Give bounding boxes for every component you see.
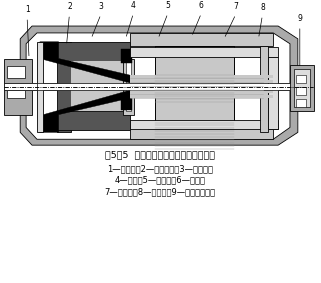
Bar [37, 42, 43, 132]
Bar [296, 99, 306, 107]
Bar [130, 33, 273, 46]
Bar [130, 127, 273, 139]
Bar [155, 46, 234, 75]
Bar [130, 47, 278, 57]
Text: 8: 8 [260, 3, 265, 12]
Bar [130, 75, 264, 98]
Bar [71, 61, 126, 111]
Bar [296, 87, 306, 95]
Bar [260, 46, 268, 132]
Text: 7—动线圈；8—弹簧片；9—引出线接头。: 7—动线圈；8—弹簧片；9—引出线接头。 [104, 188, 216, 196]
Bar [290, 65, 314, 111]
Text: 4—支架；5—连接杆；6—外壳；: 4—支架；5—连接杆；6—外壳； [115, 176, 205, 185]
Text: 7: 7 [233, 2, 238, 11]
Polygon shape [20, 26, 298, 145]
Text: 3: 3 [99, 2, 103, 11]
Bar [4, 83, 290, 90]
Bar [155, 93, 234, 123]
Bar [135, 90, 273, 93]
Text: 1: 1 [25, 5, 30, 14]
Bar [135, 75, 273, 78]
Text: 9: 9 [297, 14, 302, 23]
Bar [135, 85, 273, 88]
Polygon shape [26, 33, 290, 139]
Bar [4, 59, 32, 115]
Bar [135, 95, 273, 98]
Bar [32, 83, 290, 90]
Bar [7, 67, 25, 78]
Bar [126, 63, 132, 111]
Bar [56, 42, 71, 132]
Text: 6: 6 [199, 1, 204, 10]
Bar [268, 57, 278, 129]
Text: 4: 4 [131, 1, 136, 10]
Bar [294, 69, 310, 107]
Bar [296, 75, 306, 83]
Bar [121, 49, 133, 63]
Polygon shape [40, 90, 130, 132]
Bar [121, 95, 133, 110]
Bar [56, 42, 130, 61]
Text: 1—弹簧片；2—永久磁钢；3—阻尼环；: 1—弹簧片；2—永久磁钢；3—阻尼环； [107, 164, 213, 173]
Bar [155, 93, 234, 123]
Bar [56, 111, 130, 130]
Bar [135, 80, 273, 83]
Bar [130, 120, 278, 129]
Bar [155, 46, 234, 75]
Bar [123, 59, 134, 115]
Bar [7, 86, 25, 98]
Text: 图5－5  磁电式振动速度传感器结构示意: 图5－5 磁电式振动速度传感器结构示意 [105, 150, 215, 159]
Bar [4, 83, 37, 90]
Polygon shape [40, 42, 130, 83]
Bar [4, 83, 32, 90]
Text: 2: 2 [67, 2, 72, 11]
Text: 5: 5 [165, 1, 170, 10]
